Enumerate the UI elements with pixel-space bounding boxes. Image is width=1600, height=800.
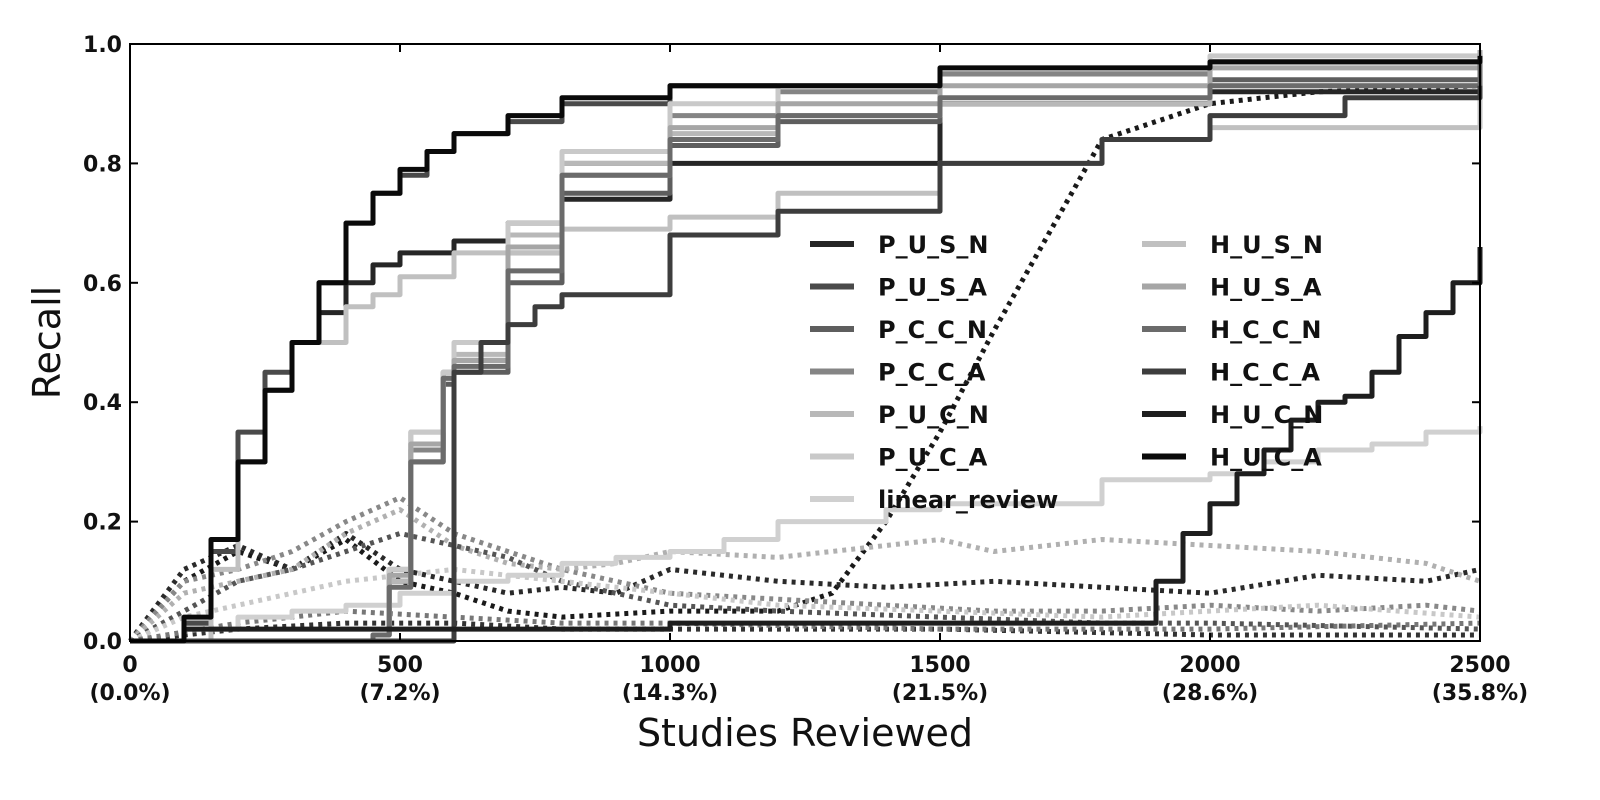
legend-label-p-u-s-a: P_U_S_A: [878, 274, 987, 302]
plot-area: [128, 50, 1483, 644]
x-tick-label: 2500: [1449, 653, 1510, 678]
x-tick-sublabel: (28.6%): [1162, 681, 1258, 706]
x-tick-sublabel: (14.3%): [622, 681, 718, 706]
x-tick-label: 2000: [1179, 653, 1240, 678]
dotted-series-4: [128, 507, 1481, 643]
legend-label-p-u-s-n: P_U_S_N: [878, 231, 988, 259]
y-tick-label: 0.8: [83, 152, 122, 177]
legend-label-h-u-c-a: H_U_C_A: [1210, 444, 1322, 472]
legend-label-h-u-c-n: H_U_C_N: [1210, 401, 1323, 429]
x-tick-label: 0: [122, 653, 137, 678]
legend-label-p-c-c-a: P_C_C_A: [878, 359, 986, 387]
legend-label-h-c-c-a: H_C_C_A: [1210, 359, 1320, 387]
x-tick-sublabel: (0.0%): [89, 681, 170, 706]
x-tick-sublabel: (21.5%): [892, 681, 988, 706]
series-line-linear-review: [130, 426, 1483, 644]
series-line-h-u-c-a: [130, 55, 1483, 644]
y-tick-label: 0.4: [83, 391, 122, 416]
axis-ticks: 0 (0.0%) 500 (7.2%) 1000 (14.3%) 1500 (21.5%) 20…: [83, 33, 1528, 706]
legend-label-h-u-s-a: H_U_S_A: [1210, 274, 1322, 302]
series-line-h-c-c-a: [130, 85, 1483, 644]
x-tick-sublabel: (35.8%): [1432, 681, 1528, 706]
dotted-series-6: [128, 566, 1481, 644]
series-line-h-u-c-n: [130, 247, 1483, 644]
y-tick-label: 0.2: [83, 511, 122, 536]
y-tick-label: 1.0: [83, 33, 122, 58]
x-tick-label: 1500: [909, 653, 970, 678]
y-axis-title: Recall: [25, 286, 69, 399]
legend-label-p-c-c-n: P_C_C_N: [878, 316, 987, 344]
y-tick-label: 0.0: [83, 630, 122, 655]
legend-label-h-c-c-n: H_C_C_N: [1210, 316, 1321, 344]
legend-label-linear-review: linear_review: [878, 486, 1058, 514]
y-tick-label: 0.6: [83, 272, 122, 297]
x-tick-label: 500: [377, 653, 423, 678]
x-axis-title: Studies Reviewed: [637, 711, 973, 755]
legend-label-h-u-s-n: H_U_S_N: [1210, 231, 1323, 259]
legend-label-p-u-c-a: P_U_C_A: [878, 444, 988, 472]
x-tick-label: 1000: [639, 653, 700, 678]
x-tick-sublabel: (7.2%): [359, 681, 440, 706]
plot-frame: [129, 43, 1481, 642]
legend-label-p-u-c-n: P_U_C_N: [878, 401, 989, 429]
legend: P_U_S_N P_U_S_A P_C_C_N P_C_C_A P_U_C_N P_U_C…: [810, 231, 1323, 514]
dotted-series-3: [128, 495, 1481, 643]
